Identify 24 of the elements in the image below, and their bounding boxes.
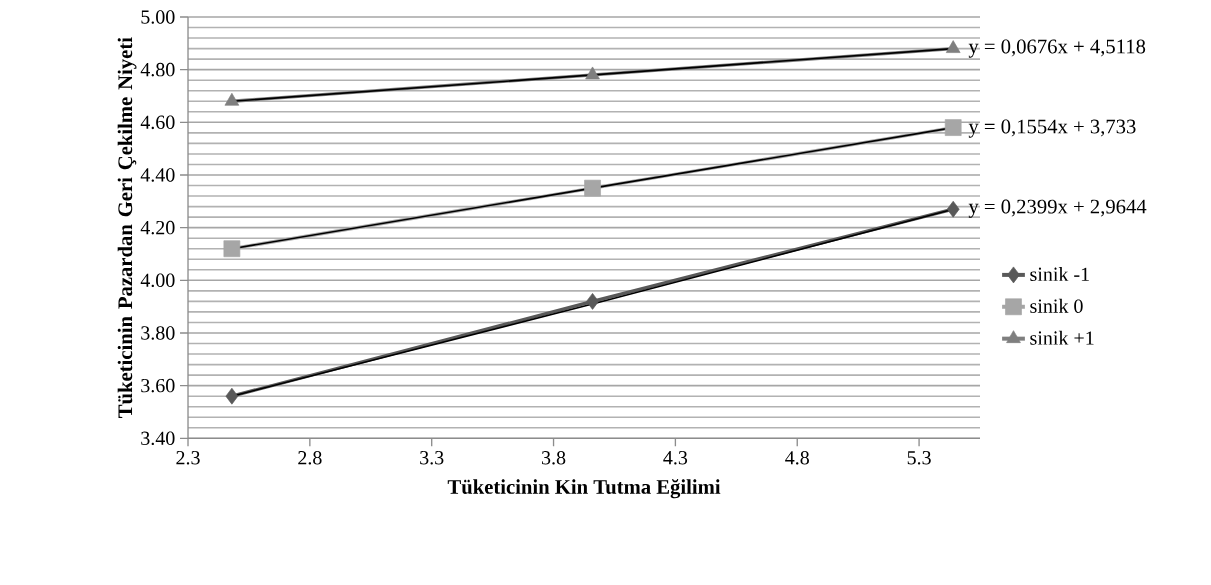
y-tick-label: 3.40	[141, 431, 175, 446]
x-tick-label: 4.3	[663, 451, 688, 465]
y-tick-label: 3.60	[141, 378, 175, 393]
x-tick-label: 2.8	[298, 451, 322, 465]
legend-label: sinik 0	[1030, 298, 1083, 313]
y-tick-label: 4.00	[140, 273, 175, 288]
annotation: y = 0,1554x + 3,733	[968, 119, 1136, 138]
y-tick-label: 4.80	[140, 62, 175, 77]
y-tick-label: 4.20	[140, 220, 175, 235]
x-tick-label: 3.8	[542, 451, 566, 465]
y-tick-label: 5.00	[141, 10, 175, 24]
y-tick-label: 4.40	[140, 168, 175, 182]
legend-label: sinik -1	[1030, 266, 1089, 282]
annotation: y = 0,0676x + 4,5118	[968, 39, 1146, 58]
x-tick-label: 3.3	[420, 451, 444, 465]
x-axis-title: Tüketicinin Kin Tutma Eğilimi	[447, 479, 721, 499]
y-tick-label: 3.80	[141, 326, 175, 340]
legend-label: sinik +1	[1030, 330, 1094, 345]
x-tick-label: 4.8	[785, 451, 809, 465]
annotation: y = 0,2399x + 2,9644	[968, 199, 1147, 218]
x-tick-label: 5.3	[907, 451, 931, 465]
y-tick-label: 4.60	[140, 115, 175, 130]
y-axis-title: Tüketicinin Pazardan Geri Çekilme Niyeti	[117, 37, 137, 418]
x-tick-label: 2.3	[176, 451, 200, 465]
